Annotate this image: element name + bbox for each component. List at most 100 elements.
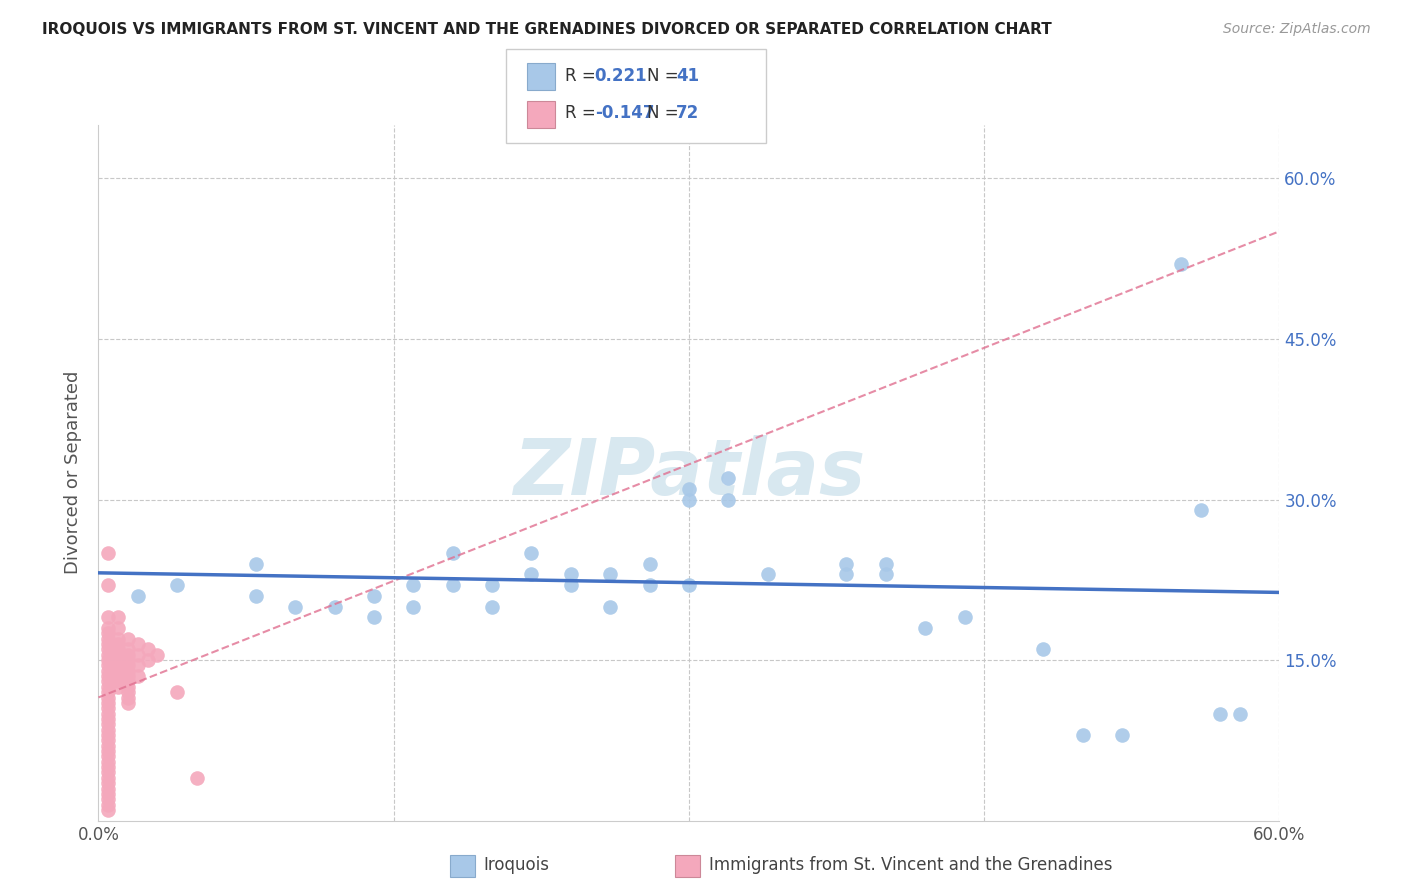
Point: [97, 632, 120, 646]
Point: [441, 546, 464, 560]
Point: [97, 680, 120, 694]
Point: [97, 771, 120, 785]
Point: [107, 632, 129, 646]
Point: [107, 664, 129, 678]
Point: [97, 712, 120, 726]
Point: [97, 658, 120, 673]
Point: [1071, 728, 1094, 742]
Point: [127, 669, 149, 683]
Point: [599, 567, 621, 582]
Point: [166, 685, 188, 699]
Point: [678, 492, 700, 507]
Point: [97, 755, 120, 769]
Point: [97, 674, 120, 689]
Point: [323, 599, 346, 614]
Text: N =: N =: [647, 104, 683, 122]
Point: [97, 653, 120, 667]
Point: [1209, 706, 1232, 721]
Point: [107, 642, 129, 657]
Point: [117, 658, 139, 673]
Point: [107, 653, 129, 667]
Point: [245, 589, 267, 603]
Point: [638, 578, 661, 592]
Point: [97, 728, 120, 742]
Point: [117, 648, 139, 662]
Point: [717, 492, 740, 507]
Point: [97, 723, 120, 737]
Point: [638, 557, 661, 571]
Point: [97, 626, 120, 640]
Point: [97, 690, 120, 705]
Point: [97, 717, 120, 731]
Point: [127, 648, 149, 662]
Point: [97, 706, 120, 721]
Point: [1111, 728, 1133, 742]
Point: [717, 471, 740, 485]
Point: [1189, 503, 1212, 517]
Text: N =: N =: [647, 67, 683, 85]
Point: [97, 733, 120, 747]
Point: [402, 599, 425, 614]
Point: [97, 749, 120, 764]
Point: [117, 632, 139, 646]
Text: IROQUOIS VS IMMIGRANTS FROM ST. VINCENT AND THE GRENADINES DIVORCED OR SEPARATED: IROQUOIS VS IMMIGRANTS FROM ST. VINCENT …: [42, 22, 1052, 37]
Point: [835, 567, 858, 582]
Point: [1170, 257, 1192, 271]
Point: [107, 637, 129, 651]
Text: Source: ZipAtlas.com: Source: ZipAtlas.com: [1223, 22, 1371, 37]
Text: -0.147: -0.147: [595, 104, 654, 122]
Point: [560, 578, 582, 592]
Point: [835, 557, 858, 571]
Point: [97, 642, 120, 657]
Point: [97, 781, 120, 796]
Point: [107, 669, 129, 683]
Point: [97, 696, 120, 710]
Text: Iroquois: Iroquois: [484, 856, 550, 874]
Point: [117, 685, 139, 699]
Text: 41: 41: [676, 67, 699, 85]
Point: [678, 482, 700, 496]
Point: [97, 621, 120, 635]
Point: [107, 674, 129, 689]
Point: [97, 637, 120, 651]
Point: [284, 599, 307, 614]
Text: R =: R =: [565, 67, 602, 85]
Point: [678, 578, 700, 592]
Point: [1229, 706, 1251, 721]
Point: [97, 701, 120, 715]
Point: [136, 642, 159, 657]
Point: [914, 621, 936, 635]
Text: Immigrants from St. Vincent and the Grenadines: Immigrants from St. Vincent and the Gren…: [709, 856, 1112, 874]
Point: [186, 771, 208, 785]
Point: [107, 648, 129, 662]
Text: R =: R =: [565, 104, 602, 122]
Point: [107, 680, 129, 694]
Point: [97, 797, 120, 812]
Point: [481, 599, 503, 614]
Point: [756, 567, 779, 582]
Point: [107, 610, 129, 624]
Point: [127, 658, 149, 673]
Point: [107, 658, 129, 673]
Point: [97, 664, 120, 678]
Point: [146, 648, 169, 662]
Point: [97, 776, 120, 790]
Point: [97, 760, 120, 774]
Point: [127, 637, 149, 651]
Point: [875, 567, 897, 582]
Point: [560, 567, 582, 582]
Point: [97, 765, 120, 780]
Point: [117, 653, 139, 667]
Point: [875, 557, 897, 571]
Point: [97, 610, 120, 624]
Point: [117, 669, 139, 683]
Point: [520, 567, 543, 582]
Y-axis label: Divorced or Separated: Divorced or Separated: [65, 371, 83, 574]
Point: [97, 792, 120, 806]
Point: [520, 546, 543, 560]
Point: [107, 621, 129, 635]
Text: 72: 72: [676, 104, 700, 122]
Point: [245, 557, 267, 571]
Point: [363, 610, 385, 624]
Point: [117, 696, 139, 710]
